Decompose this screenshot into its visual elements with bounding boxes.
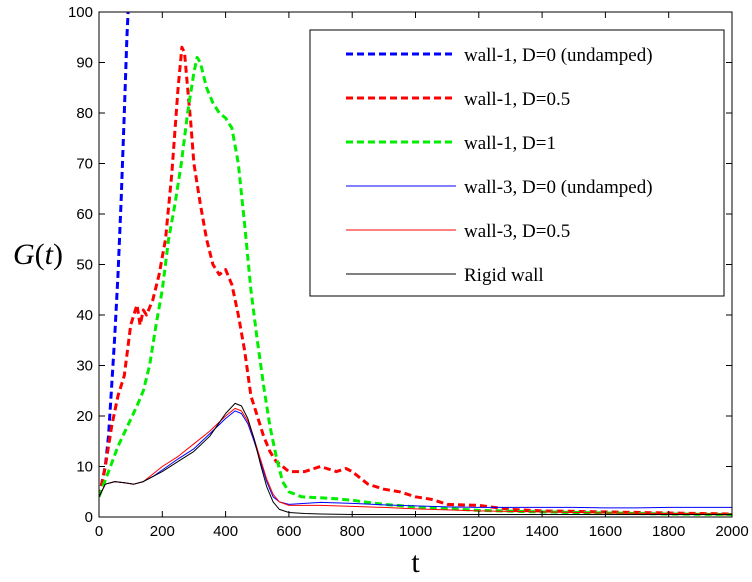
y-axis-label-g: G: [13, 238, 35, 271]
ticks-layer: 0 200 400 600 800 1000 1200 1400 1600 1800 2000 0 10…: [68, 4, 749, 540]
x-tick-label: 400: [213, 523, 238, 540]
series-line-2: [99, 45, 732, 516]
legend: wall-1, D=0 (undamped) wall-1, D=0.5 wall-…: [309, 29, 725, 297]
y-axis-label: G(t): [13, 238, 63, 271]
y-tick-label: 80: [76, 105, 93, 122]
x-tick-label: 1600: [589, 523, 622, 540]
x-tick-label: 800: [340, 523, 365, 540]
y-tick-label: 70: [76, 156, 93, 173]
series-line-3: [99, 55, 732, 516]
y-tick-label: 50: [76, 257, 93, 274]
y-axis-label-lparen: (: [35, 238, 45, 271]
y-axis-label-t: t: [45, 238, 54, 271]
x-axis-label: t: [411, 546, 420, 579]
legend-label: wall-1, D=0.5: [464, 89, 570, 110]
legend-box: [309, 29, 725, 297]
series-layer: [99, 12, 732, 516]
x-tick-label: 1800: [652, 523, 685, 540]
x-tick-label: 200: [150, 523, 175, 540]
y-tick-label: 10: [76, 459, 93, 476]
legend-label: wall-1, D=1: [464, 133, 556, 154]
y-tick-label: 40: [76, 307, 93, 324]
y-tick-label: 30: [76, 358, 93, 375]
series-line-1: [99, 12, 130, 498]
y-tick-label: 0: [85, 509, 93, 526]
series-line-4: [99, 410, 732, 509]
x-tick-label: 600: [276, 523, 301, 540]
x-tick-label: 1000: [399, 523, 432, 540]
series-line-6: [99, 402, 732, 515]
y-tick-label: 20: [76, 408, 93, 425]
y-tick-label: 60: [76, 206, 93, 223]
x-tick-label: 0: [95, 523, 103, 540]
legend-label: wall-3, D=0.5: [464, 221, 570, 242]
y-axis-label-rparen: ): [53, 238, 63, 271]
x-tick-label: 2000: [715, 523, 748, 540]
y-tick-label: 100: [68, 4, 93, 21]
x-tick-label: 1400: [525, 523, 558, 540]
x-tick-label: 1200: [462, 523, 495, 540]
legend-label: wall-3, D=0 (undamped): [464, 177, 653, 198]
legend-label: wall-1, D=0 (undamped): [464, 45, 653, 66]
y-tick-label: 90: [76, 55, 93, 72]
legend-label: Rigid wall: [464, 265, 544, 286]
